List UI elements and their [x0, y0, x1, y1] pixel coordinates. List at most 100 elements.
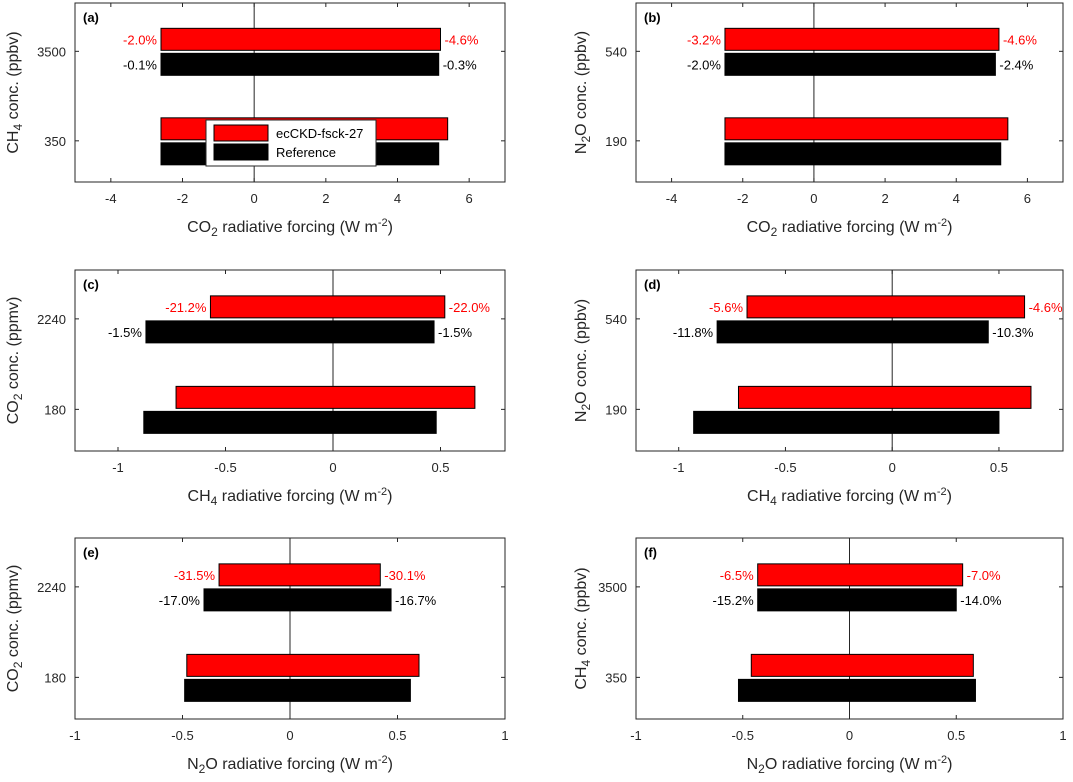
data-label-right: -7.0%	[967, 568, 1001, 583]
y-axis-label-part-1: 2	[11, 393, 25, 400]
x-tick-label: -1	[112, 460, 124, 475]
x-axis-label-part-3: -2	[937, 217, 947, 229]
x-tick-label: 0.5	[431, 460, 449, 475]
x-axis-label-part-2: radiative forcing (W m	[777, 219, 937, 236]
x-axis-label-part-2: radiative forcing (W m	[218, 219, 378, 236]
x-axis-label-part-3: -2	[378, 217, 388, 229]
x-tick-label: 0	[251, 191, 258, 206]
y-axis-label-part-0: N	[573, 411, 590, 423]
legend-entry: Reference	[276, 145, 336, 160]
bar-reference	[184, 678, 411, 702]
x-tick-label: -2	[177, 191, 189, 206]
x-tick-label: -1	[69, 728, 81, 743]
bar-ecckd	[724, 117, 1009, 141]
data-label-right: -16.7%	[395, 593, 437, 608]
panel-label: (d)	[644, 277, 661, 292]
bar-ecckd	[218, 563, 381, 587]
x-axis-label-part-4: )	[947, 756, 952, 773]
x-axis-label-part-0: CO	[187, 219, 211, 236]
y-axis-label-part-1: 4	[11, 124, 25, 131]
data-label-right: -30.1%	[384, 568, 426, 583]
x-tick-label: -0.5	[774, 460, 796, 475]
data-label-right: -22.0%	[449, 300, 491, 315]
x-axis-label-part-1: 4	[211, 494, 218, 508]
bar-reference	[724, 52, 996, 76]
y-axis-label-part-1: 2	[579, 136, 593, 143]
data-label-left: -6.5%	[720, 568, 754, 583]
y-axis-label: CH4 conc. (ppbv)	[5, 31, 25, 153]
y-axis-label-part-2: O conc. (ppbv)	[573, 299, 590, 404]
bar-ecckd	[757, 563, 964, 587]
legend-swatch	[213, 143, 269, 161]
y-axis-label-part-1: 4	[579, 660, 593, 667]
y-axis-label-part-0: CH	[5, 131, 22, 154]
panel-label: (b)	[644, 10, 661, 25]
x-axis-label: N2O radiative forcing (W m-2)	[187, 754, 393, 776]
y-tick-label: 3500	[598, 580, 627, 595]
bar-reference	[737, 678, 976, 702]
y-tick-label: 350	[44, 134, 66, 149]
bar-ecckd	[209, 295, 446, 319]
bar-reference	[160, 52, 440, 76]
panel-label: (c)	[83, 277, 99, 292]
x-tick-label: 1	[1059, 728, 1066, 743]
data-label-left: -1.5%	[108, 325, 142, 340]
bar-ecckd	[737, 385, 1032, 409]
data-label-right: -4.6%	[445, 32, 479, 47]
data-label-left: -31.5%	[174, 568, 216, 583]
x-axis-label-part-3: -2	[377, 486, 387, 498]
data-label-right: -2.4%	[999, 57, 1033, 72]
y-tick-label: 540	[605, 44, 627, 59]
data-label-left: -5.6%	[709, 300, 743, 315]
y-axis-label: CO2 conc. (ppmv)	[5, 297, 25, 425]
x-axis-label-part-4: )	[387, 488, 392, 505]
data-label-left: -2.0%	[123, 32, 157, 47]
data-label-right: -14.0%	[960, 593, 1002, 608]
x-tick-label: 2	[881, 191, 888, 206]
data-label-right: -0.3%	[443, 57, 477, 72]
x-tick-label: 0	[329, 460, 336, 475]
y-tick-label: 350	[605, 670, 627, 685]
data-label-left: -11.8%	[673, 325, 714, 340]
y-axis-label-part-1: 2	[11, 661, 25, 668]
x-axis-label-part-0: CO	[747, 219, 771, 236]
x-axis-label-part-0: N	[187, 756, 199, 773]
y-axis-label: CO2 conc. (ppmv)	[5, 565, 25, 693]
bar-reference	[716, 320, 989, 344]
x-tick-label: 6	[1024, 191, 1031, 206]
x-axis-label-part-1: 2	[199, 762, 206, 776]
y-axis-label-part-1: 2	[579, 404, 593, 411]
y-axis-label-part-2: conc. (ppbv)	[573, 567, 590, 659]
y-axis-label-part-2: O conc. (ppbv)	[573, 31, 590, 136]
y-axis-label: N2O conc. (ppbv)	[573, 299, 593, 422]
data-label-left: -0.1%	[123, 57, 157, 72]
x-tick-label: 0.5	[947, 728, 965, 743]
y-tick-label: 190	[605, 402, 627, 417]
x-axis-label: N2O radiative forcing (W m-2)	[747, 754, 953, 776]
x-tick-label: -0.5	[214, 460, 236, 475]
data-label-left: -17.0%	[159, 593, 201, 608]
data-label-right: -1.5%	[438, 325, 472, 340]
bar-reference	[693, 410, 1000, 434]
x-tick-label: -1	[630, 728, 642, 743]
y-axis-label-part-0: CH	[573, 667, 590, 690]
x-axis-label-part-0: CH	[747, 488, 770, 505]
bar-ecckd	[186, 653, 420, 677]
x-axis-label-part-3: -2	[937, 754, 947, 766]
x-axis-label-part-4: )	[947, 488, 952, 505]
x-axis-label-part-2: radiative forcing (W m	[217, 488, 377, 505]
y-axis-label-part-2: conc. (ppbv)	[5, 31, 22, 123]
y-axis-label-part-0: N	[573, 143, 590, 155]
x-axis-label-part-4: )	[388, 756, 393, 773]
panel-label: (e)	[83, 545, 99, 560]
y-tick-label: 190	[605, 134, 627, 149]
panel-3: -1 -0.5 0 0.5 CH4 radiative forcing (W m-2) N…	[573, 269, 1064, 508]
bar-reference	[724, 142, 1002, 166]
x-axis-label: CH4 radiative forcing (W m-2)	[747, 486, 952, 508]
x-axis-label-part-4: )	[947, 219, 952, 236]
x-axis-label-part-3: -2	[378, 754, 388, 766]
